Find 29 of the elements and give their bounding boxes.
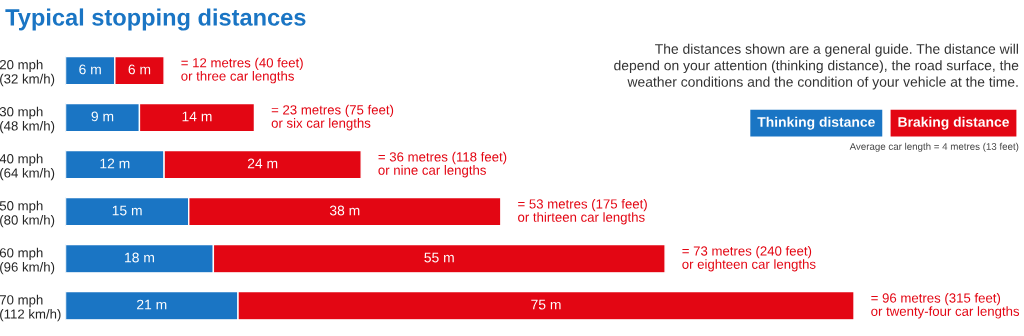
y-tick-label: 60 mph (96 km/h) — [0, 247, 55, 275]
data-label: 6 m — [79, 64, 101, 75]
text: Thinking distance — [757, 116, 875, 130]
total-label: = 12 metres (40 feet) or three car lengths — [181, 57, 303, 84]
data-label: 6 m — [128, 64, 151, 75]
data-label: 24 m — [247, 158, 278, 169]
data-label: 15 m — [112, 205, 142, 216]
data-label: 18 m — [125, 252, 154, 263]
y-tick-label: 30 mph (48 km/h) — [0, 106, 55, 134]
y-tick-label: 50 mph (80 km/h) — [0, 200, 55, 228]
annotation: Average car length = 4 metres (13 feet) — [849, 142, 1019, 152]
y-tick-label: 40 mph (64 km/h) — [0, 153, 55, 181]
total-label: = 53 metres (175 feet) or thirteen car lengths — [518, 198, 647, 225]
y-tick-label: 70 mph (112 km/h) — [0, 294, 61, 322]
total-label: = 96 metres (315 feet) or twenty-four car lengths — [871, 292, 1020, 319]
data-label: 9 m — [91, 111, 114, 122]
data-label: 14 m — [182, 111, 212, 122]
total-label: = 73 metres (240 feet) or eighteen car lengths — [682, 245, 816, 272]
total-label: = 23 metres (75 feet) or six car lengths — [271, 104, 394, 131]
data-label: 12 m — [100, 158, 130, 169]
text: Braking distance — [898, 116, 1009, 130]
data-label: 75 m — [531, 299, 561, 310]
data-label: 21 m — [137, 299, 167, 310]
annotation: The distances shown are a general guide. The distance will depend on your attention (thinking distance), the road surface, the weather conditions and the condition of your vehicle at the time. — [614, 43, 1019, 90]
data-label: 38 m — [329, 205, 360, 216]
chart-title: Typical stopping distances — [5, 8, 306, 31]
data-label: 55 m — [424, 252, 454, 263]
total-label: = 36 metres (118 feet) or nine car lengths — [378, 151, 507, 178]
y-tick-label: 20 mph (32 km/h) — [0, 59, 55, 87]
